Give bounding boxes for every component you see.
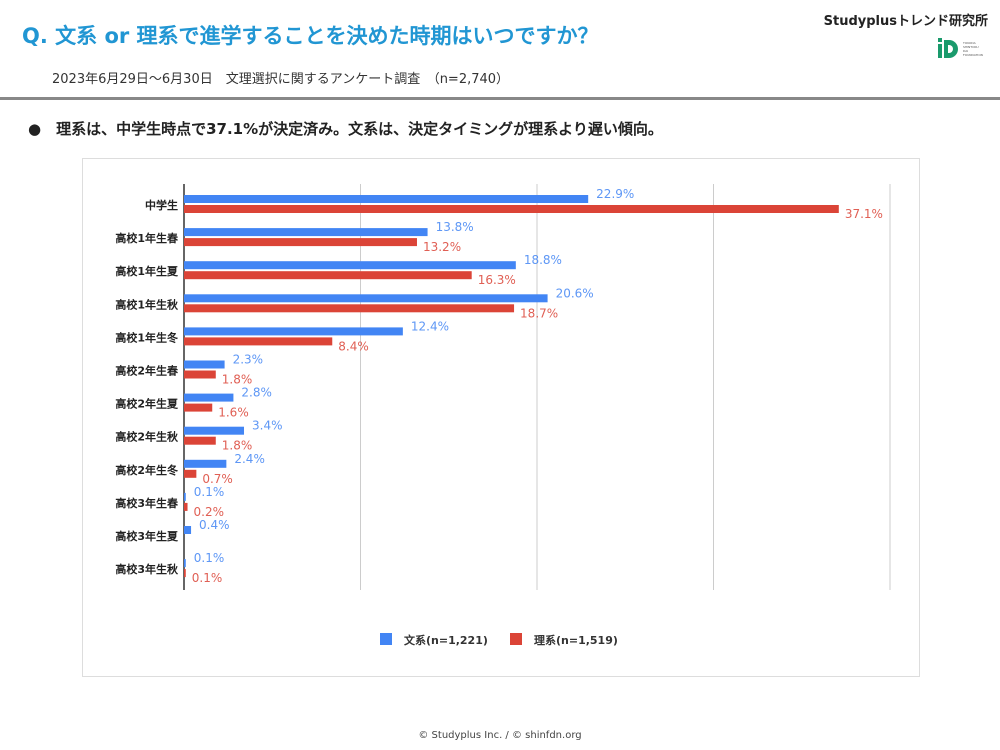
key-finding: ● 理系は、中学生時点で37.1%が決定済み。文系は、決定タイミングが理系より遅… (28, 120, 663, 138)
data-label: 20.6% (556, 286, 594, 300)
chart-frame (82, 158, 920, 677)
svg-text:FOUNDATION: FOUNDATION (963, 53, 983, 57)
bar-rikei (184, 469, 197, 478)
data-label: 0.1% (194, 551, 225, 565)
bar-rikei (184, 271, 472, 280)
category-label: 高校2年生冬 (115, 463, 178, 477)
bar-rikei (184, 502, 188, 511)
bar-bunkei (184, 393, 234, 402)
bar-rikei (184, 337, 333, 346)
svg-text:TOKODA: TOKODA (962, 41, 977, 45)
category-label: 高校3年生秋 (115, 562, 179, 576)
legend-swatch (510, 633, 522, 645)
data-label: 16.3% (478, 273, 516, 287)
svg-text:SHINTOKU: SHINTOKU (963, 45, 979, 49)
data-label: 0.7% (202, 472, 233, 486)
category-label: 高校1年生冬 (115, 330, 178, 344)
bar-rikei (184, 436, 216, 445)
bar-bunkei (184, 459, 227, 468)
bar-bunkei (184, 426, 245, 435)
data-label: 18.8% (524, 253, 562, 267)
data-label: 1.8% (222, 373, 253, 387)
bar-bunkei (184, 195, 589, 203)
legend-label: 文系(n=1,221) (404, 633, 488, 647)
category-label: 高校2年生春 (115, 364, 179, 378)
data-label: 0.1% (192, 571, 223, 585)
bar-bunkei (184, 228, 428, 237)
data-label: 2.3% (233, 353, 264, 367)
data-label: 13.2% (423, 240, 461, 254)
bar-rikei (184, 370, 216, 379)
bar-bunkei (184, 261, 516, 270)
bar-bunkei (184, 526, 192, 534)
bar-bunkei (184, 294, 548, 303)
bar-bunkei (184, 492, 186, 501)
legend-label: 理系(n=1,519) (534, 633, 618, 647)
bar-rikei (184, 569, 186, 578)
data-label: 3.4% (252, 419, 283, 433)
legend-swatch (380, 633, 392, 645)
bar-rikei (184, 304, 515, 313)
bar-rikei (184, 403, 213, 412)
data-label: 13.8% (436, 220, 474, 234)
data-label: 12.4% (411, 319, 449, 333)
data-label: 8.4% (338, 339, 369, 353)
data-label: 1.6% (218, 406, 249, 420)
data-label: 2.8% (241, 386, 271, 400)
category-label: 高校1年生春 (115, 231, 179, 245)
page-title: Q. 文系 or 理系で進学することを決めた時期はいつですか？ (22, 24, 599, 48)
data-label: 0.1% (194, 485, 225, 499)
data-label: 0.2% (194, 505, 225, 519)
data-label: 37.1% (845, 207, 883, 221)
data-label: 22.9% (596, 187, 634, 201)
brand-name: Studyplusトレンド研究所 (823, 14, 988, 29)
category-label: 高校1年生秋 (115, 297, 179, 311)
data-label: 0.4% (199, 518, 230, 532)
category-label: 中学生 (145, 198, 178, 212)
bar-bunkei (184, 327, 403, 336)
data-label: 18.7% (520, 306, 558, 320)
category-label: 高校2年生秋 (115, 430, 179, 444)
category-label: 高校3年生春 (115, 496, 179, 510)
bar-rikei (184, 238, 417, 247)
category-label: 高校1年生夏 (115, 264, 179, 278)
bar-bunkei (184, 559, 186, 568)
category-label: 高校3年生夏 (115, 529, 179, 543)
data-label: 1.8% (222, 439, 253, 453)
svg-text:DAI: DAI (963, 49, 968, 53)
header-divider (0, 97, 1000, 100)
survey-subtitle: 2023年6月29日〜6月30日 文理選択に関するアンケート調査 （n=2,74… (52, 72, 510, 87)
bar-bunkei (184, 360, 225, 369)
copyright-footer: © Studyplus Inc. / © shinfdn.org (418, 730, 582, 741)
data-label: 2.4% (234, 452, 264, 466)
category-label: 高校2年生夏 (115, 397, 179, 411)
bar-rikei (184, 205, 839, 213)
